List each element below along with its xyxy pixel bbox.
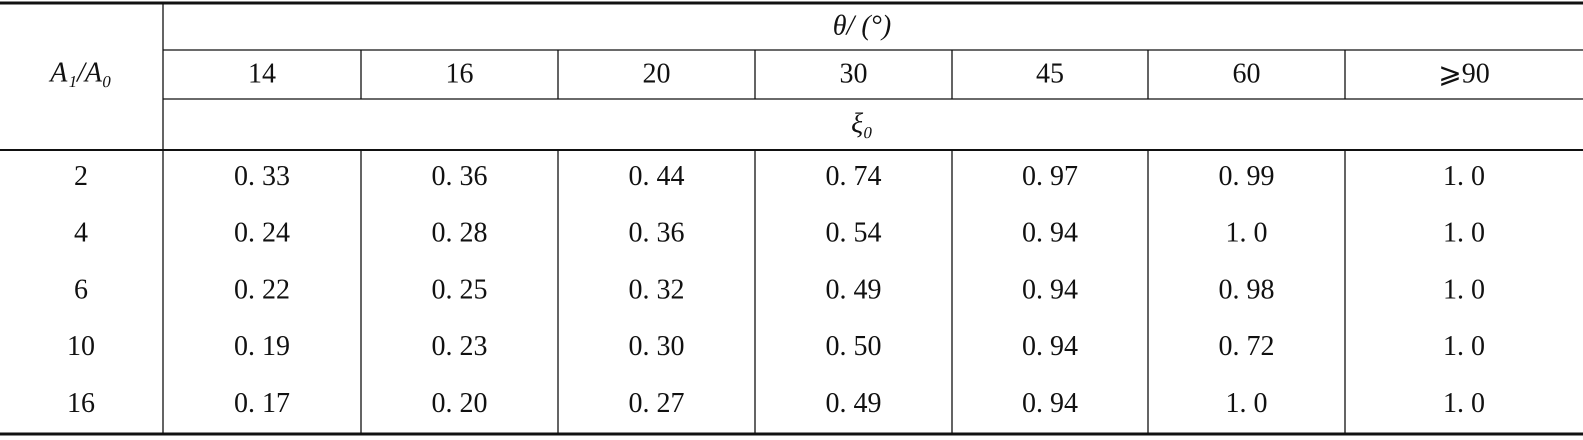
cell-value: 0. 97 <box>1022 161 1078 192</box>
cell-value: 0. 32 <box>629 274 685 305</box>
cell-value: 0. 94 <box>1022 218 1078 249</box>
angle-label: 14 <box>248 58 276 89</box>
cell-value: 0. 17 <box>234 388 290 419</box>
cell-value: 0. 50 <box>826 331 882 362</box>
corner-label: A₁/A₀ <box>48 57 111 88</box>
ratio-label: 4 <box>74 218 88 249</box>
cell-value: 0. 25 <box>432 274 488 305</box>
angle-label: 45 <box>1036 58 1064 89</box>
ratio-label: 6 <box>74 274 88 305</box>
cell-value: 0. 20 <box>432 388 488 419</box>
angle-label: 20 <box>643 58 671 89</box>
cell-value: 1. 0 <box>1443 218 1485 249</box>
cell-value: 0. 94 <box>1022 331 1078 362</box>
cell-value: 0. 22 <box>234 274 290 305</box>
cell-value: 0. 72 <box>1219 331 1275 362</box>
cell-value: 1. 0 <box>1443 274 1485 305</box>
angle-label: 60 <box>1233 58 1261 89</box>
cell-value: 0. 74 <box>826 161 882 192</box>
cell-value: 1. 0 <box>1226 218 1268 249</box>
cell-value: 0. 99 <box>1219 161 1275 192</box>
cell-value: 1. 0 <box>1443 388 1485 419</box>
cell-value: 0. 30 <box>629 331 685 362</box>
cell-value: 0. 36 <box>629 218 685 249</box>
cell-value: 0. 33 <box>234 161 290 192</box>
cell-value: 0. 98 <box>1219 274 1275 305</box>
angle-label: 30 <box>840 58 868 89</box>
cell-value: 1. 0 <box>1226 388 1268 419</box>
cell-value: 0. 94 <box>1022 274 1078 305</box>
cell-value: 0. 49 <box>826 388 882 419</box>
cell-value: 1. 0 <box>1443 161 1485 192</box>
angle-label: ⩾90 <box>1438 58 1489 89</box>
cell-value: 0. 19 <box>234 331 290 362</box>
cell-value: 0. 36 <box>432 161 488 192</box>
coef-header: ξ₀ <box>851 108 873 139</box>
ratio-label: 2 <box>74 161 88 192</box>
cell-value: 0. 28 <box>432 218 488 249</box>
cell-value: 0. 54 <box>826 218 882 249</box>
ratio-label: 10 <box>67 331 95 362</box>
angle-label: 16 <box>446 58 474 89</box>
cell-value: 1. 0 <box>1443 331 1485 362</box>
cell-value: 0. 23 <box>432 331 488 362</box>
cell-value: 0. 27 <box>629 388 685 419</box>
cell-value: 0. 24 <box>234 218 290 249</box>
angle-header: θ/ (°) <box>833 10 891 41</box>
cell-value: 0. 44 <box>629 161 685 192</box>
ratio-label: 16 <box>67 388 95 419</box>
cell-value: 0. 94 <box>1022 388 1078 419</box>
cell-value: 0. 49 <box>826 274 882 305</box>
